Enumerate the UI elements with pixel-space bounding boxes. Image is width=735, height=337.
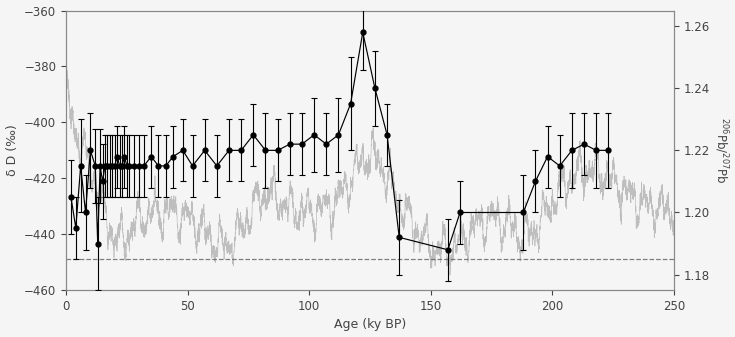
X-axis label: Age (ky BP): Age (ky BP): [334, 318, 406, 332]
Y-axis label: δ D (‰): δ D (‰): [6, 124, 18, 176]
Y-axis label: $^{206}$Pb/$^{207}$Pb: $^{206}$Pb/$^{207}$Pb: [711, 117, 729, 184]
